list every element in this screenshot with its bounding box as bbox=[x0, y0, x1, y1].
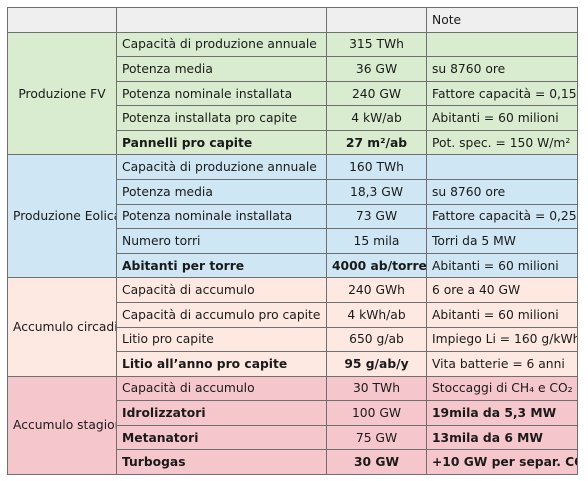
note-cell: Abitanti = 60 milioni bbox=[426, 301, 578, 328]
note-cell: Stoccaggi di CH₄ e CO₂ bbox=[426, 375, 578, 402]
value-cell: 75 GW bbox=[326, 424, 427, 451]
value-cell: 240 GWh bbox=[326, 277, 427, 303]
table-row: Produzione FV Capacità di produzione ann… bbox=[7, 31, 578, 156]
note-cell: +10 GW per separ. CO₂ bbox=[426, 449, 578, 475]
note-cell: Impiego Li = 160 g/kWh bbox=[426, 326, 578, 353]
header-cell-parameter bbox=[116, 7, 327, 33]
value-cell: 36 GW bbox=[326, 56, 427, 82]
header-cell-note: Note bbox=[426, 7, 578, 33]
table-row: Potenza installata pro capite 4 kW/ab Ab… bbox=[8, 105, 578, 131]
header-cell-value bbox=[326, 7, 427, 33]
group-label-eolica: Produzione Eolica bbox=[7, 154, 117, 279]
param-cell: Potenza nominale installata bbox=[116, 203, 327, 230]
data-table: Note Produzione FV Capacità di produzion… bbox=[7, 7, 578, 476]
param-cell: Metanatori bbox=[116, 424, 327, 451]
note-cell: su 8760 ore bbox=[426, 179, 578, 205]
header-row: Note bbox=[7, 7, 578, 33]
note-cell: Pot. spec. = 150 W/m² bbox=[426, 129, 578, 156]
value-cell: 18,3 GW bbox=[326, 179, 427, 205]
value-cell: 650 g/ab bbox=[326, 326, 427, 353]
note-cell: 6 ore a 40 GW bbox=[426, 277, 578, 303]
value-cell: 27 m²/ab bbox=[326, 129, 427, 156]
param-cell: Potenza nominale installata bbox=[116, 80, 327, 107]
value-cell: 30 GW bbox=[326, 449, 427, 475]
header-cell-group bbox=[7, 7, 117, 33]
value-cell: 73 GW bbox=[326, 203, 427, 230]
note-cell: 13mila da 6 MW bbox=[426, 424, 578, 451]
table-row: Accumulo stagionale P2G2P con sintesi me… bbox=[7, 375, 578, 476]
param-cell: Abitanti per torre bbox=[116, 252, 327, 279]
note-cell: Fattore capacità = 0,15 bbox=[426, 80, 578, 107]
param-cell: Capacità di accumulo bbox=[116, 277, 327, 303]
param-cell: Potenza installata pro capite bbox=[116, 105, 327, 131]
table-row: Litio all’anno pro capite 95 g/ab/y Vita… bbox=[8, 351, 578, 377]
table-row: Accumulo circadiano con batterie ioni-li… bbox=[7, 277, 578, 377]
param-cell: Pannelli pro capite bbox=[116, 129, 327, 156]
table-row: Numero torri 15 mila Torri da 5 MW bbox=[8, 228, 578, 254]
note-cell: Abitanti = 60 milioni bbox=[426, 105, 578, 131]
note-cell: Fattore capacità = 0,25 bbox=[426, 203, 578, 230]
param-cell: Litio all’anno pro capite bbox=[116, 351, 327, 377]
value-cell: 240 GW bbox=[326, 80, 427, 107]
param-cell: Potenza media bbox=[116, 179, 327, 205]
param-cell: Capacità di produzione annuale bbox=[116, 31, 327, 58]
param-cell: Numero torri bbox=[116, 228, 327, 254]
table-row: Litio pro capite 650 g/ab Impiego Li = 1… bbox=[8, 326, 578, 353]
param-cell: Capacità di accumulo pro capite bbox=[116, 301, 327, 328]
value-cell: 160 TWh bbox=[326, 154, 427, 181]
note-cell: Abitanti = 60 milioni bbox=[426, 252, 578, 279]
note-cell: su 8760 ore bbox=[426, 56, 578, 82]
value-cell: 95 g/ab/y bbox=[326, 351, 427, 377]
table-row: Potenza media 18,3 GW su 8760 ore bbox=[8, 179, 578, 205]
table-row: Potenza media 36 GW su 8760 ore bbox=[8, 56, 578, 82]
group-label-batterie: Accumulo circadiano con batterie ioni-li… bbox=[7, 277, 117, 377]
group-label-p2g2p: Accumulo stagionale P2G2P con sintesi me… bbox=[7, 375, 117, 476]
param-cell: Litio pro capite bbox=[116, 326, 327, 353]
table-row: Abitanti per torre 4000 ab/torre Abitant… bbox=[8, 252, 578, 279]
param-cell: Capacità di produzione annuale bbox=[116, 154, 327, 181]
table-row: Pannelli pro capite 27 m²/ab Pot. spec. … bbox=[8, 129, 578, 156]
param-cell: Turbogas bbox=[116, 449, 327, 475]
table-row: Capacità di accumulo pro capite 4 kWh/ab… bbox=[8, 301, 578, 328]
value-cell: 30 TWh bbox=[326, 375, 427, 402]
param-cell: Idrolizzatori bbox=[116, 400, 327, 426]
param-cell: Capacità di accumulo bbox=[116, 375, 327, 402]
value-cell: 315 TWh bbox=[326, 31, 427, 58]
value-cell: 4 kWh/ab bbox=[326, 301, 427, 328]
value-cell: 100 GW bbox=[326, 400, 427, 426]
table-row: Potenza nominale installata 240 GW Fatto… bbox=[8, 80, 578, 107]
param-cell: Potenza media bbox=[116, 56, 327, 82]
note-cell: 19mila da 5,3 MW bbox=[426, 400, 578, 426]
note-cell bbox=[426, 154, 578, 181]
note-cell: Torri da 5 MW bbox=[426, 228, 578, 254]
table-row: Idrolizzatori 100 GW 19mila da 5,3 MW bbox=[8, 400, 578, 426]
note-cell: Vita batterie = 6 anni bbox=[426, 351, 578, 377]
value-cell: 15 mila bbox=[326, 228, 427, 254]
value-cell: 4000 ab/torre bbox=[326, 252, 427, 279]
note-cell bbox=[426, 31, 578, 58]
table-row: Produzione Eolica Capacità di produzione… bbox=[7, 154, 578, 279]
table-row: Turbogas 30 GW +10 GW per separ. CO₂ bbox=[8, 449, 578, 475]
group-label-fv: Produzione FV bbox=[7, 31, 117, 156]
table-row: Potenza nominale installata 73 GW Fattor… bbox=[8, 203, 578, 230]
value-cell: 4 kW/ab bbox=[326, 105, 427, 131]
